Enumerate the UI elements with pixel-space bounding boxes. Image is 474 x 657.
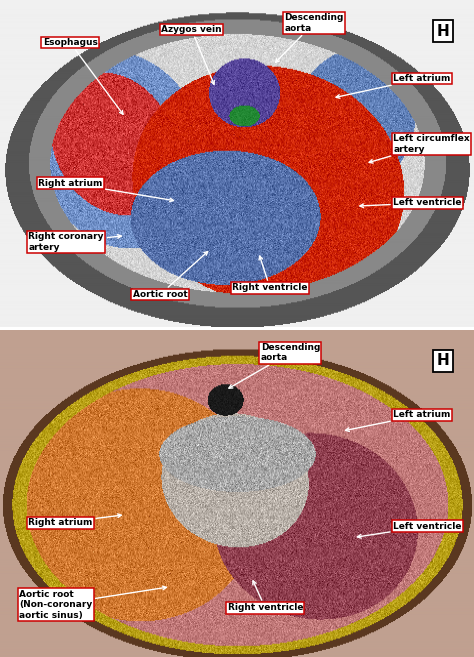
Text: Right ventricle: Right ventricle xyxy=(228,581,303,612)
Text: Aortic root: Aortic root xyxy=(133,252,208,299)
Text: Right atrium: Right atrium xyxy=(28,514,121,528)
Text: Descending
aorta: Descending aorta xyxy=(229,343,320,388)
Text: Descending
aorta: Descending aorta xyxy=(275,13,344,62)
Text: Left ventricle: Left ventricle xyxy=(357,522,462,538)
Text: Azygos vein: Azygos vein xyxy=(161,25,222,84)
Text: H: H xyxy=(437,24,449,39)
Text: Left atrium: Left atrium xyxy=(336,74,451,99)
Text: Right coronary
artery: Right coronary artery xyxy=(28,233,121,252)
Text: Esophagus: Esophagus xyxy=(43,38,123,114)
Text: H: H xyxy=(437,353,449,369)
Text: Left atrium: Left atrium xyxy=(346,411,451,432)
Text: Left ventricle: Left ventricle xyxy=(360,198,462,208)
Text: Aortic root
(Non-coronary
aortic sinus): Aortic root (Non-coronary aortic sinus) xyxy=(19,586,166,620)
Text: Right ventricle: Right ventricle xyxy=(232,256,308,292)
Text: Right atrium: Right atrium xyxy=(38,179,173,202)
Text: Left circumflex
artery: Left circumflex artery xyxy=(369,134,470,163)
